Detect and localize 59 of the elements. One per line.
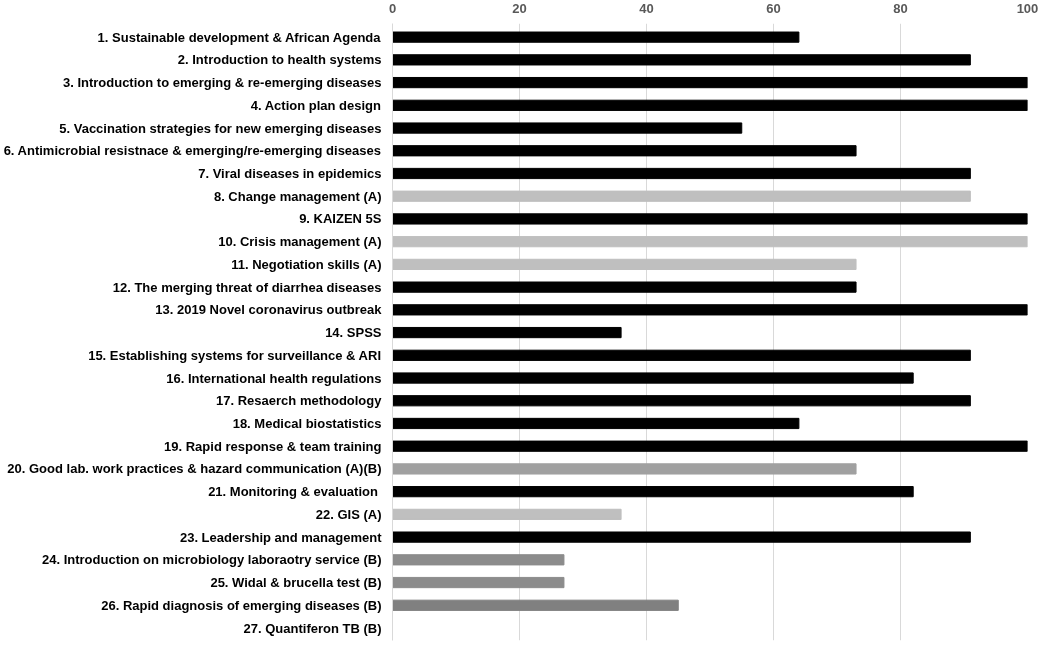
y-tick-label: 15. Establishing systems for surveillance & ARI [88, 347, 382, 363]
x-tick-label: 100 [1016, 0, 1039, 16]
y-tick-label: 11. Negotiation skills (A) [231, 256, 382, 272]
bar [392, 236, 1028, 248]
y-tick-label: 22. GIS (A) [315, 506, 382, 522]
y-tick-label: 25. Widal & brucella test (B) [210, 575, 382, 591]
bar [392, 190, 971, 202]
bar [392, 326, 622, 339]
x-tick-label: 80 [893, 0, 908, 16]
bar [392, 417, 800, 430]
bar [392, 372, 914, 384]
bar [392, 31, 800, 43]
y-tick-label: 19. Rapid response & team training [164, 438, 382, 454]
y-tick-label: 4. Action plan design [250, 97, 382, 113]
bar [392, 349, 971, 361]
bar [392, 54, 971, 66]
bar [392, 258, 857, 270]
y-tick-label: 8. Change management (A) [213, 188, 382, 204]
y-tick-label: 27. Quantiferon TB (B) [243, 620, 382, 636]
y-tick-label: 1. Sustainable development & African Agenda [97, 29, 382, 45]
y-tick-label: 12. The merging threat of diarrhea diseases [112, 279, 382, 295]
y-tick-label: 17. Resaerch methodology [216, 393, 383, 409]
bar [392, 213, 1028, 225]
y-tick-label: 26. Rapid diagnosis of emerging diseases (B) [101, 597, 382, 613]
bar [392, 463, 857, 475]
y-tick-label: 9. KAIZEN 5S [299, 211, 382, 227]
y-tick-label: 5. Vaccination strategies for new emerging diseases [59, 120, 382, 136]
y-tick-label: 20. Good lab. work practices & hazard communication (A)(B) [7, 461, 382, 477]
x-tick-label: 60 [766, 0, 781, 16]
bar [392, 76, 1028, 89]
y-tick-label: 24. Introduction on microbiology laboraotry service (B) [42, 552, 382, 568]
y-tick-label: 13. 2019 Novel coronavirus outbreak [155, 302, 383, 318]
y-tick-label: 21. Monitoring & evaluation [208, 484, 378, 500]
bar [392, 486, 914, 498]
y-tick-label: 10. Crisis management (A) [218, 234, 382, 250]
bar [392, 122, 743, 134]
y-tick-label: 14. SPSS [325, 325, 382, 341]
y-tick-label: 3. Introduction to emerging & re-emerging diseases [62, 75, 382, 91]
bar [392, 576, 565, 589]
y-tick-label: 7. Viral diseases in epidemics [198, 165, 382, 181]
x-tick-label: 40 [639, 0, 654, 16]
bar [392, 599, 679, 611]
bar [392, 440, 1028, 452]
y-tick-label: 6. Antimicrobial resistnace & emerging/re-emerging diseases [3, 143, 382, 159]
y-tick-label: 18. Medical biostatistics [232, 415, 382, 431]
y-tick-label: 16. International health regulations [166, 370, 382, 386]
bar [392, 99, 1028, 111]
bar [392, 531, 971, 543]
x-tick-label: 20 [512, 0, 527, 16]
x-tick-label: 0 [388, 0, 397, 16]
y-tick-label: 23. Leadership and management [179, 529, 383, 545]
y-tick-label: 2. Introduction to health systems [177, 52, 382, 68]
bar [392, 508, 622, 520]
bar [392, 304, 1028, 316]
bar [392, 145, 857, 157]
bar [392, 281, 857, 293]
bar [392, 167, 971, 180]
bar [392, 554, 565, 566]
bar [392, 395, 971, 407]
